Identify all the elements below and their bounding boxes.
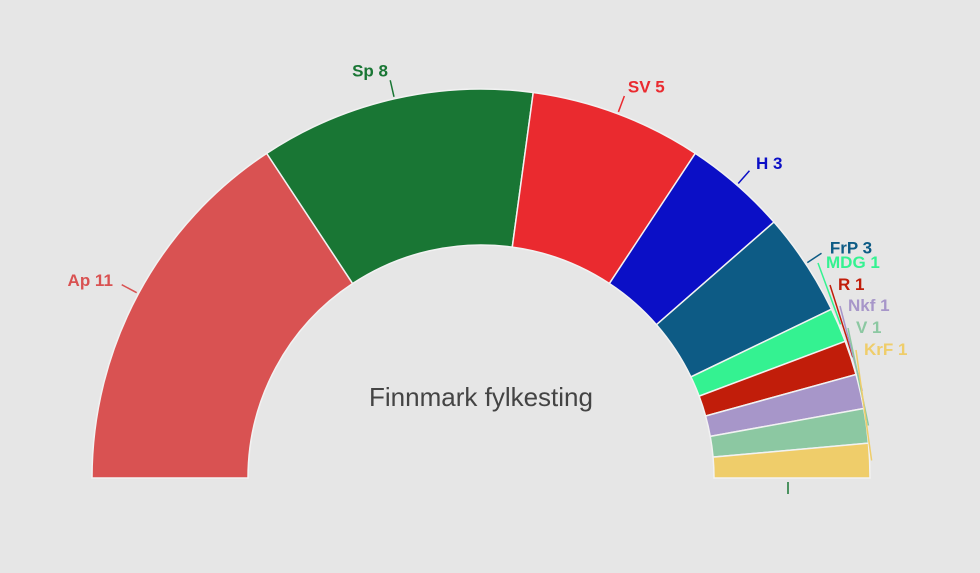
label-leader-lines: [121, 80, 873, 494]
leader-frp: [806, 252, 822, 264]
chart-title: Finnmark fylkesting: [369, 382, 593, 412]
segment-ap: [91, 152, 354, 479]
leader-sp: [389, 80, 395, 97]
label-r: R 1: [838, 275, 864, 294]
label-sp: Sp 8: [352, 61, 388, 80]
leader-ap: [121, 284, 138, 294]
leader-krf: [855, 349, 873, 461]
label-mdg: MDG 1: [826, 253, 880, 272]
label-sv: SV 5: [628, 78, 665, 97]
leader-r: [829, 284, 854, 358]
label-ap: Ap 11: [68, 271, 113, 290]
segment-krf: [712, 442, 871, 479]
leader-mdg: [817, 262, 842, 325]
seat-segments: [91, 88, 871, 479]
label-v: V 1: [856, 318, 882, 337]
leader-sv: [617, 95, 626, 113]
leader-h: [737, 170, 751, 185]
label-h: H 3: [756, 154, 782, 173]
label-nkf: Nkf 1: [848, 296, 890, 315]
label-krf: KrF 1: [864, 340, 907, 359]
label-frp: FrP 3: [830, 239, 872, 258]
